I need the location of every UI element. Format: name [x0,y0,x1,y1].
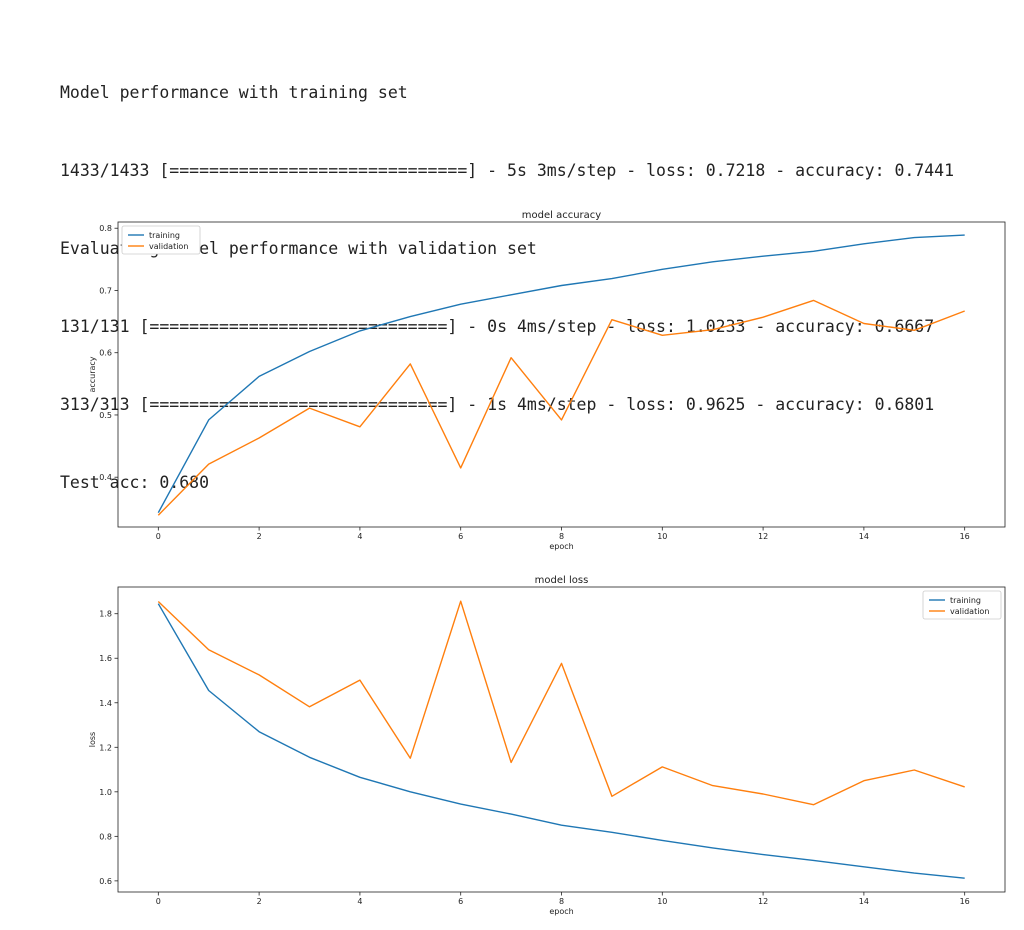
legend-label: validation [149,242,188,251]
x-tick-label: 2 [257,532,262,541]
y-tick-label: 1.8 [99,610,112,619]
x-tick-label: 2 [257,897,262,906]
console-output: Model performance with training set 1433… [60,28,954,522]
series-line-validation [157,299,965,516]
legend-label: training [149,231,180,240]
x-tick-label: 6 [458,532,463,541]
x-tick-label: 10 [657,532,667,541]
y-tick-label: 1.4 [99,699,112,708]
y-tick-label: 0.6 [99,877,112,886]
legend-box [922,590,1002,620]
legend-label: training [950,596,981,605]
legend-label: validation [950,607,989,616]
plot-frame [117,221,1006,528]
y-tick-label: 0.8 [99,832,112,841]
loss-chart: model loss 0 2 4 6 8 10 12 14 16 0.6 0.8 1.0 1.2 1.4 1.… [88,575,1006,916]
x-tick-label: 6 [458,897,463,906]
series-line-training [157,603,965,879]
x-tick-label: 14 [859,897,869,906]
legend: training validation [121,225,201,255]
y-tick-label: 0.4 [99,473,112,482]
x-tick-label: 8 [559,532,564,541]
legend: training validation [922,590,1002,620]
chart-title: model loss [535,575,589,586]
accuracy-chart: model accuracy 0 2 4 6 8 10 12 14 16 0.4 0.5 0.6 0.7 0… [88,210,1006,551]
y-tick-label: 0.6 [99,349,112,358]
console-line: 1433/1433 [=============================… [60,161,955,180]
x-tick-label: 16 [960,532,970,541]
x-tick-label: 12 [758,897,768,906]
console-line: Model performance with training set [60,83,408,102]
x-axis-label: epoch [549,907,573,916]
plot-frame [117,586,1006,893]
chart-title: model accuracy [522,210,602,221]
y-tick-label: 1.0 [99,788,112,797]
series-line-training [157,234,965,514]
x-tick-label: 4 [357,897,362,906]
y-tick-label: 0.7 [99,286,112,295]
x-tick-label: 4 [357,532,362,541]
x-tick-label: 8 [559,897,564,906]
x-tick-label: 16 [960,897,970,906]
x-tick-label: 0 [156,897,161,906]
x-axis-label: epoch [549,542,573,551]
x-tick-label: 14 [859,532,869,541]
console-line: 131/131 [==============================]… [60,317,935,336]
y-tick-label: 1.6 [99,654,112,663]
x-tick-label: 10 [657,897,667,906]
y-axis-label: accuracy [88,356,97,392]
y-tick-label: 1.2 [99,743,112,752]
x-tick-label: 12 [758,532,768,541]
console-line: 313/313 [==============================]… [60,395,935,414]
y-tick-label: 0.5 [99,411,112,420]
series-line-validation [157,600,965,806]
console-line: Test acc: 0.680 [60,473,210,492]
x-tick-label: 0 [156,532,161,541]
y-axis-label: loss [88,732,97,747]
y-tick-label: 0.8 [99,224,112,233]
legend-box [121,225,201,255]
